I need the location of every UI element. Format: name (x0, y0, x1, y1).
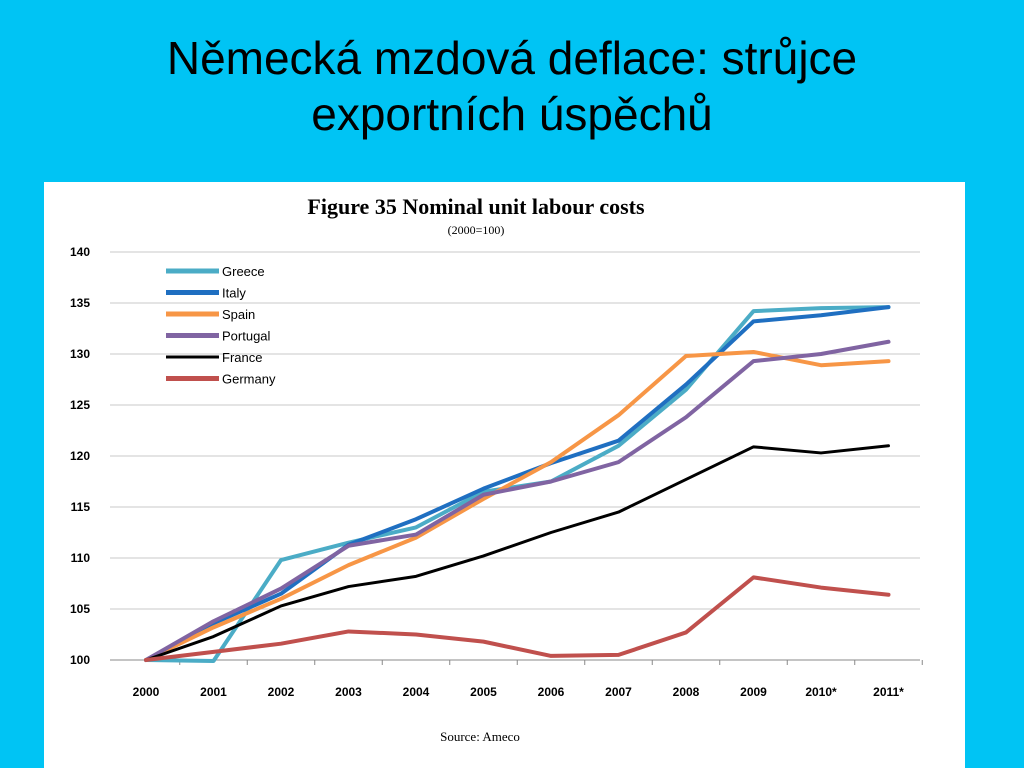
x-tick-label: 2008 (673, 685, 700, 699)
slide-title-line-1: Německá mzdová deflace: strůjce (166, 32, 858, 84)
legend: Greece Italy Spain Portugal France Germany (166, 264, 276, 387)
x-tick-label: 2010* (805, 685, 837, 699)
x-axis-ticks: 2000 2001 2002 2003 2004 2005 2006 2007 2008 2009… (133, 660, 923, 699)
line-chart: Figure 35 Nominal unit labour costs (200… (70, 194, 923, 744)
y-tick-label: 120 (70, 449, 90, 463)
legend-label: Greece (222, 264, 265, 279)
series-line-france (144, 444, 890, 662)
x-tick-label: 2003 (335, 685, 362, 699)
x-tick-label: 2002 (268, 685, 295, 699)
legend-label: Germany (222, 372, 276, 387)
x-tick-label: 2000 (133, 685, 160, 699)
slide-title-line-2: exportních úspěchů (311, 88, 713, 140)
series-line-germany (144, 575, 891, 662)
y-axis-ticks: 100 105 110 115 120 125 130 135 140 (70, 245, 90, 667)
chart-panel: Figure 35 Nominal unit labour costs (200… (44, 182, 965, 768)
series-line-italy (144, 305, 891, 662)
y-tick-label: 125 (70, 398, 90, 412)
x-tick-label: 2004 (403, 685, 430, 699)
x-tick-label: 2011* (873, 685, 904, 699)
y-tick-label: 140 (70, 245, 90, 259)
legend-label: France (222, 350, 262, 365)
legend-label: Italy (222, 286, 246, 301)
series-lines (144, 305, 891, 664)
slide-title: Německá mzdová deflace: strůjce exportní… (0, 30, 1024, 142)
series-line-spain (144, 349, 891, 662)
x-tick-label: 2001 (200, 685, 227, 699)
chart-subtitle: (2000=100) (448, 223, 505, 237)
legend-label: Portugal (222, 329, 271, 344)
y-tick-label: 115 (71, 500, 91, 514)
series-line-portugal (144, 339, 891, 662)
y-tick-label: 105 (70, 602, 90, 616)
y-tick-label: 100 (70, 653, 90, 667)
y-tick-label: 130 (70, 347, 90, 361)
chart-source: Source: Ameco (440, 729, 520, 744)
y-tick-label: 110 (71, 551, 91, 565)
x-tick-label: 2006 (538, 685, 565, 699)
y-tick-label: 135 (70, 296, 90, 310)
x-tick-label: 2007 (605, 685, 632, 699)
chart-title: Figure 35 Nominal unit labour costs (307, 194, 645, 219)
legend-label: Spain (222, 307, 255, 322)
x-tick-label: 2009 (740, 685, 767, 699)
x-tick-label: 2005 (470, 685, 497, 699)
